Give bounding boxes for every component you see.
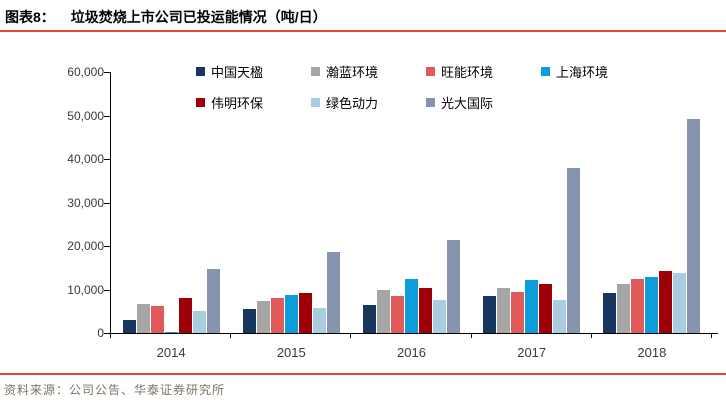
y-axis-tick: [104, 202, 110, 204]
x-axis-label-2015: 2015: [276, 345, 306, 360]
bar-光大国际-2015: [326, 252, 340, 333]
bar-旺能环境-2015: [270, 298, 284, 333]
legend-swatch-icon: [311, 98, 320, 107]
y-axis-tick: [104, 246, 110, 247]
legend-item-上海环境: 上海环境: [541, 62, 656, 81]
bar-伟明环保-2015: [298, 293, 312, 333]
y-axis-label: 50,000: [67, 108, 104, 123]
bar-上海环境-2014: [164, 332, 178, 333]
x-axis-tick: [110, 333, 111, 338]
bar-光大国际-2016: [446, 240, 460, 333]
bar-绿色动力-2018: [673, 273, 687, 333]
bar-瀚蓝环境-2017: [497, 288, 511, 333]
bar-伟明环保-2014: [178, 298, 192, 333]
legend-label: 上海环境: [556, 65, 609, 80]
x-axis-tick: [350, 333, 352, 338]
bar-伟明环保-2017: [539, 284, 553, 333]
bar-瀚蓝环境-2015: [256, 301, 270, 333]
data-source-note: 资料来源：公司公告、华泰证券研究所: [4, 383, 226, 397]
bar-旺能环境-2014: [150, 306, 164, 333]
x-axis-tick: [470, 333, 472, 338]
bar-group-2014: [111, 72, 231, 333]
legend-label: 绿色动力: [326, 96, 379, 111]
legend-row-2: 伟明环保 绿色动力 光大国际: [196, 87, 656, 118]
x-axis-label-2017: 2017: [517, 345, 547, 360]
legend-swatch-icon: [426, 98, 435, 107]
chart-title: 垃圾焚烧上市公司已投运能情况（吨/日）: [70, 9, 327, 25]
bar-光大国际-2017: [567, 168, 581, 333]
bar-上海环境-2017: [525, 280, 539, 333]
y-axis-label: 40,000: [67, 152, 104, 166]
legend-item-绿色动力: 绿色动力: [311, 93, 426, 112]
legend-item-光大国际: 光大国际: [426, 93, 541, 112]
bar-中国天楹-2015: [242, 309, 256, 333]
bar-绿色动力-2016: [432, 300, 446, 333]
bottom-accent-rule: [0, 373, 726, 375]
y-axis-label: 30,000: [67, 195, 104, 210]
y-axis-tick: [104, 159, 110, 160]
bar-光大国际-2014: [206, 269, 220, 333]
bar-中国天楹-2018: [603, 293, 617, 333]
legend-swatch-icon: [196, 98, 205, 107]
bar-旺能环境-2018: [631, 279, 645, 333]
legend-swatch-icon: [196, 67, 205, 76]
x-axis-label-2018: 2018: [637, 345, 667, 360]
figure-number-label: 图表8：: [5, 9, 55, 25]
bar-旺能环境-2016: [390, 296, 404, 333]
bar-中国天楹-2014: [122, 320, 136, 333]
bar-伟明环保-2018: [659, 271, 673, 333]
y-axis-label: 10,000: [67, 282, 104, 297]
legend-swatch-icon: [311, 67, 320, 76]
y-axis-tick: [104, 72, 110, 73]
legend-item-旺能环境: 旺能环境: [426, 62, 541, 81]
figure-header: 图表8： 垃圾焚烧上市公司已投运能情况（吨/日）: [5, 7, 327, 27]
legend-label: 瀚蓝环境: [326, 65, 379, 80]
legend-item-伟明环保: 伟明环保: [196, 93, 311, 112]
legend-label: 中国天楹: [211, 65, 264, 80]
bar-瀚蓝环境-2014: [136, 304, 150, 333]
y-axis-tick: [104, 333, 110, 334]
bar-绿色动力-2015: [312, 308, 326, 333]
legend-swatch-icon: [541, 67, 550, 76]
y-axis-label: 60,000: [67, 65, 104, 79]
bar-光大国际-2018: [687, 119, 701, 333]
x-axis-line: [110, 333, 718, 334]
legend-row-1: 中国天楹 瀚蓝环境 旺能环境 上海环境: [196, 56, 656, 87]
legend-swatch-icon: [426, 67, 435, 76]
x-axis-tick: [590, 333, 592, 338]
x-axis-tick: [711, 333, 712, 338]
bar-瀚蓝环境-2016: [376, 290, 390, 333]
bar-伟明环保-2016: [418, 288, 432, 333]
bar-group-2018: [592, 72, 712, 333]
bar-上海环境-2018: [645, 277, 659, 333]
y-axis-tick: [104, 289, 110, 291]
top-accent-rule: [0, 30, 726, 32]
legend-label: 伟明环保: [211, 96, 264, 111]
bar-瀚蓝环境-2018: [617, 284, 631, 333]
legend-item-中国天楹: 中国天楹: [196, 62, 311, 81]
chart-legend: 中国天楹 瀚蓝环境 旺能环境 上海环境伟明环保 绿色动力 光大国际: [196, 56, 656, 118]
bar-绿色动力-2017: [553, 300, 567, 333]
y-axis-line: [110, 72, 111, 334]
bar-旺能环境-2017: [511, 292, 525, 333]
y-axis-label: 0: [97, 326, 104, 340]
bar-上海环境-2016: [404, 279, 418, 333]
y-axis-label: 20,000: [67, 239, 104, 253]
bar-中国天楹-2017: [483, 296, 497, 333]
bar-绿色动力-2014: [192, 311, 206, 333]
bar-group-2017: [472, 72, 592, 333]
x-axis-label-2016: 2016: [397, 345, 426, 360]
legend-label: 旺能环境: [441, 65, 494, 80]
bar-中国天楹-2016: [362, 305, 376, 333]
x-axis-tick: [230, 333, 232, 338]
legend-label: 光大国际: [441, 96, 494, 111]
x-axis-label-2014: 2014: [156, 345, 186, 360]
bar-group-2016: [351, 72, 471, 333]
legend-item-瀚蓝环境: 瀚蓝环境: [311, 62, 426, 81]
bar-group-2015: [231, 72, 351, 333]
y-axis-tick: [104, 115, 110, 117]
bar-上海环境-2015: [284, 295, 298, 333]
